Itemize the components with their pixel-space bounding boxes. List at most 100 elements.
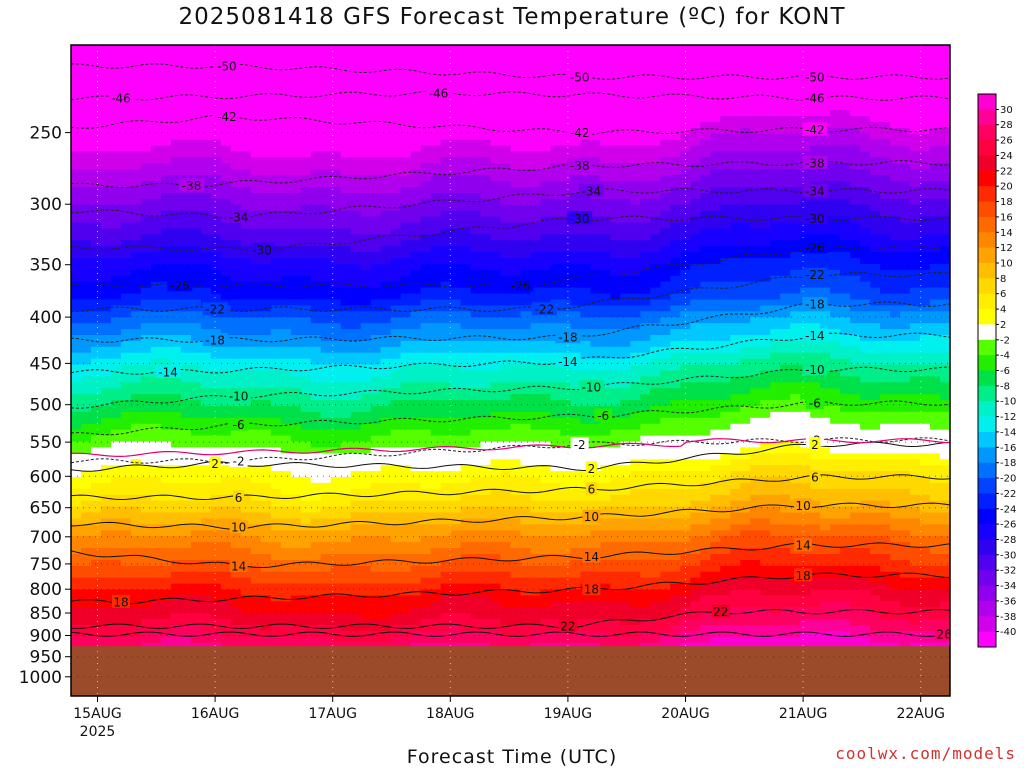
field-cell: [240, 62, 252, 70]
field-cell: [700, 92, 711, 99]
field-cell: [120, 169, 132, 176]
field-cell: [360, 193, 372, 200]
field-cell: [140, 281, 152, 289]
field-cell: [480, 110, 492, 117]
field-cell: [480, 264, 492, 271]
field-cell: [230, 370, 242, 377]
field-cell: [560, 287, 571, 295]
field-cell: [440, 133, 452, 141]
field-cell: [220, 258, 232, 265]
field-cell: [940, 104, 950, 111]
field-cell: [540, 281, 552, 289]
field-cell: [71, 104, 82, 111]
field-cell: [480, 86, 492, 93]
field-cell: [910, 56, 921, 64]
field-cell: [91, 157, 102, 164]
field-cell: [780, 287, 791, 295]
field-cell: [520, 346, 532, 354]
field-cell: [81, 45, 92, 52]
field-cell: [390, 264, 402, 271]
field-cell: [71, 193, 82, 200]
field-cell: [340, 364, 352, 372]
field-cell: [350, 163, 362, 170]
field-cell: [660, 252, 671, 259]
field-cell: [400, 56, 412, 64]
field-cell: [190, 139, 202, 147]
field-cell: [930, 62, 941, 70]
field-cell: [530, 187, 542, 194]
field-cell: [640, 240, 651, 247]
field-cell: [480, 323, 492, 330]
field-cell: [300, 193, 312, 200]
field-cell: [140, 204, 152, 212]
field-cell: [540, 50, 552, 58]
field-cell: [230, 299, 242, 306]
field-cell: [820, 358, 831, 366]
field-cell: [560, 80, 571, 87]
field-cell: [220, 181, 232, 188]
field-cell: [780, 198, 791, 206]
field-cell: [620, 139, 631, 147]
field-cell: [920, 358, 931, 366]
field-cell: [300, 74, 312, 82]
field-cell: [880, 50, 891, 58]
field-cell: [220, 121, 232, 129]
field-cell: [520, 376, 532, 383]
field-cell: [340, 56, 352, 64]
field-cell: [380, 80, 392, 87]
field-cell: [570, 240, 581, 247]
field-cell: [880, 352, 891, 360]
field-cell: [480, 287, 492, 295]
field-cell: [860, 145, 871, 153]
field-cell: [740, 340, 751, 348]
field-cell: [860, 335, 871, 342]
field-cell: [300, 335, 312, 342]
field-cell: [440, 293, 452, 301]
field-cell: [640, 62, 651, 70]
field-cell: [590, 364, 601, 372]
field-cell: [400, 133, 412, 141]
field-cell: [510, 92, 522, 99]
field-cell: [870, 311, 881, 318]
field-cell: [700, 311, 711, 318]
field-cell: [270, 275, 282, 283]
field-cell: [440, 376, 452, 383]
field-cell: [410, 116, 422, 123]
field-cell: [410, 275, 422, 283]
field-cell: [120, 364, 132, 372]
field-cell: [680, 62, 691, 70]
field-cell: [490, 50, 502, 58]
field-cell: [430, 139, 442, 147]
field-cell: [640, 157, 651, 164]
field-cell: [830, 104, 841, 111]
field-cell: [260, 187, 272, 194]
field-cell: [830, 193, 841, 200]
field-cell: [101, 275, 112, 283]
field-cell: [240, 145, 252, 153]
field-cell: [520, 252, 532, 259]
field-cell: [370, 311, 382, 318]
field-cell: [330, 62, 342, 70]
field-cell: [250, 169, 262, 176]
field-cell: [850, 157, 861, 164]
field-cell: [790, 62, 801, 70]
field-cell: [370, 98, 382, 105]
field-cell: [840, 264, 851, 271]
field-cell: [840, 287, 851, 295]
field-cell: [550, 364, 562, 372]
field-cell: [690, 74, 701, 82]
field-cell: [650, 210, 661, 218]
field-cell: [340, 275, 352, 283]
field-cell: [360, 346, 372, 354]
field-cell: [910, 151, 921, 158]
field-cell: [280, 293, 292, 301]
field-cell: [400, 364, 412, 372]
field-cell: [81, 151, 92, 158]
field-cell: [180, 317, 192, 324]
field-cell: [91, 275, 102, 283]
field-cell: [900, 275, 911, 283]
field-cell: [630, 45, 641, 52]
field-cell: [850, 370, 861, 377]
field-cell: [101, 163, 112, 170]
field-cell: [180, 45, 192, 52]
